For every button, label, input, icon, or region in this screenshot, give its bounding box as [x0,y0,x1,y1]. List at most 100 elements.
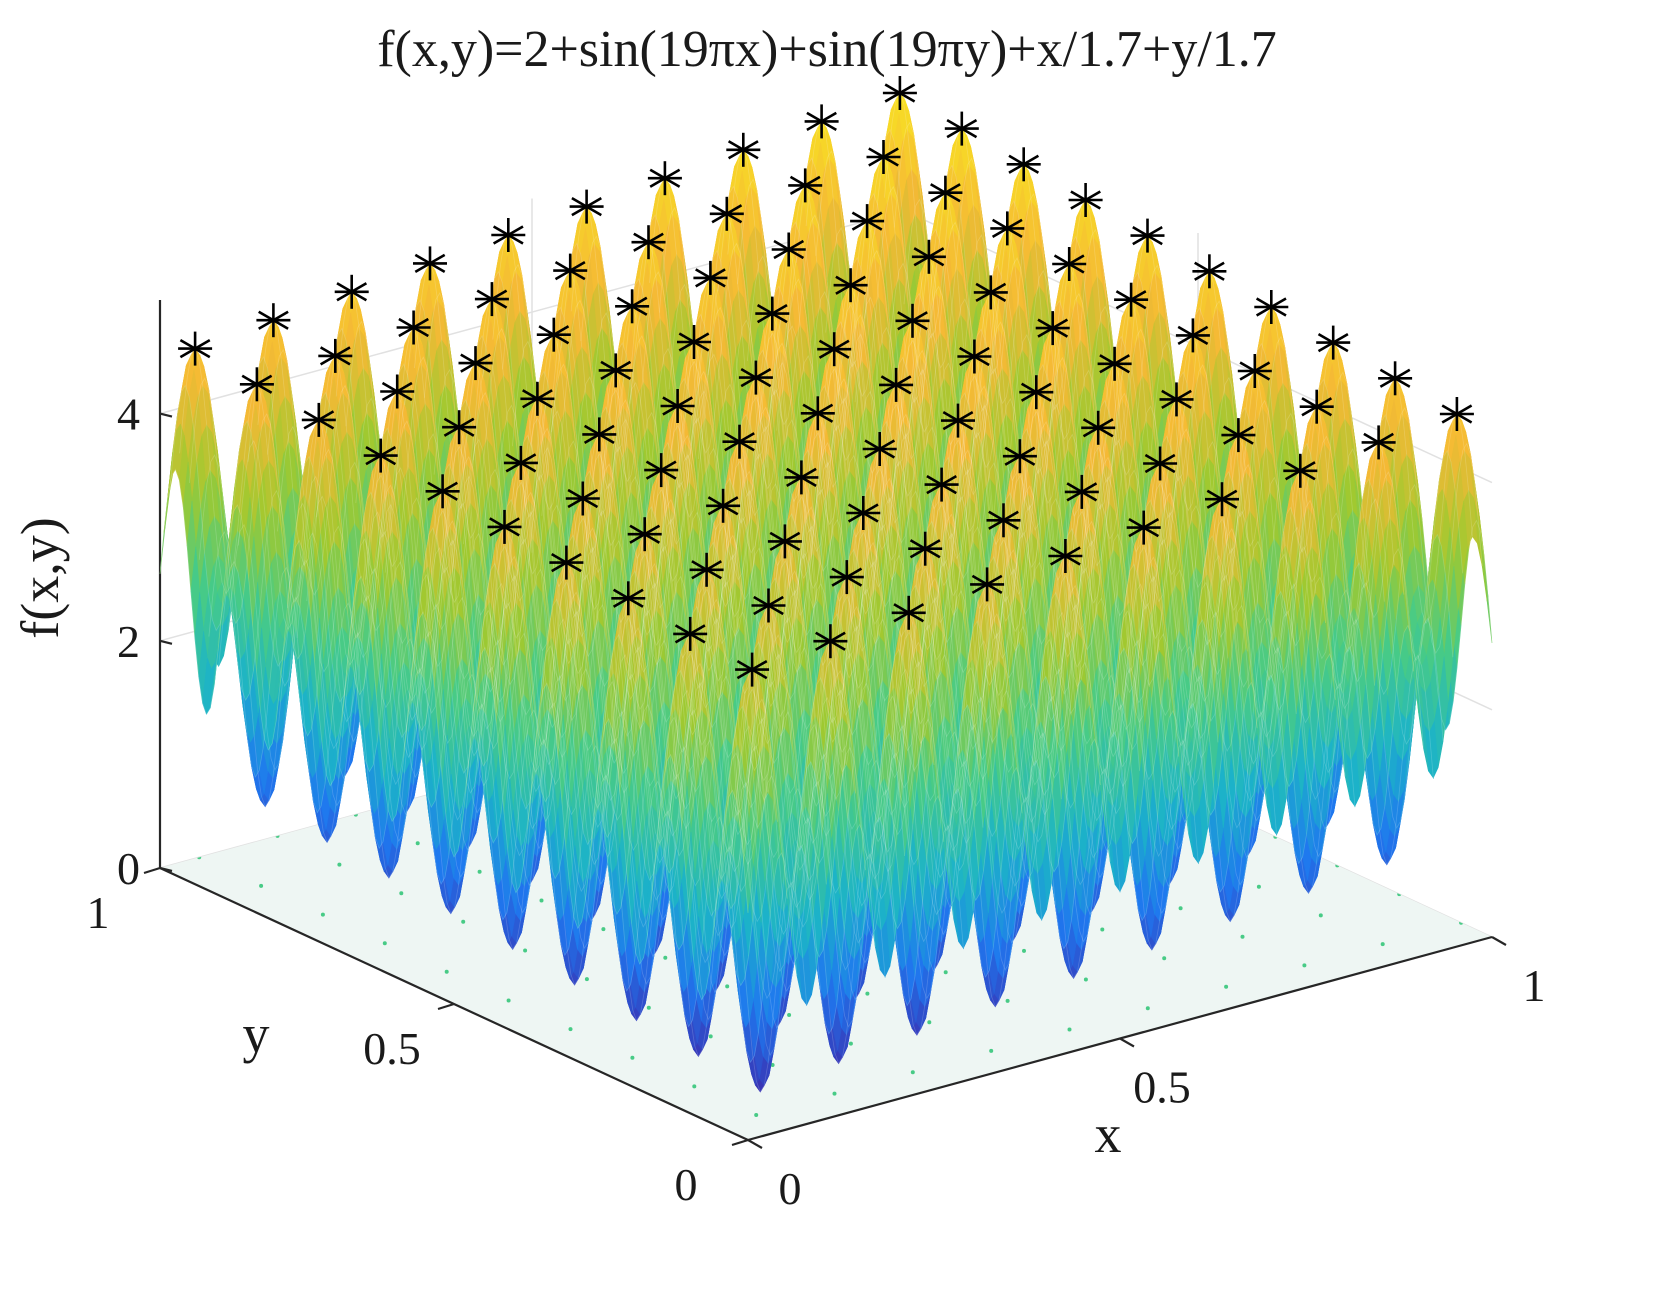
contour-ring [328,875,342,880]
contour-ring [613,1093,627,1098]
contour-ring [884,1104,918,1116]
contour-ring [801,1064,815,1069]
contour-ring [555,1037,578,1045]
contour-ring [659,1029,693,1041]
contour-ring [1359,977,1382,985]
contour-ring [678,1095,701,1103]
contour-ring [381,959,443,981]
contour-cell [878,1074,940,1096]
contour-ring [516,1048,539,1056]
contour-dot [663,955,668,960]
contour-ring [149,878,163,883]
contour-ring [279,882,313,894]
contour-ring [1458,908,1472,913]
contour-ring [524,1023,547,1031]
contour-ring [180,892,194,897]
contour-dot [943,970,948,975]
contour-ring [447,930,470,938]
contour-ring [217,853,251,865]
contour-ring [253,869,276,877]
contour-ring [271,907,305,919]
contour-cell [350,945,412,967]
contour-ring [737,1094,783,1111]
contour-ring [894,1107,908,1112]
contour-ring [1230,1005,1276,1022]
contour-ring [382,928,396,933]
contour-cell [721,1116,783,1138]
contour-ring [444,957,458,962]
contour-ring [324,873,347,881]
contour-ring [566,986,600,998]
contour-ring [434,953,468,965]
contour-dot [989,1048,994,1053]
contour-ring [372,925,406,937]
contour-ring [509,959,532,967]
contour-ring [482,977,544,999]
contour-ring [505,1016,567,1038]
contour-ring [630,1043,644,1048]
contour-ring [745,1125,759,1130]
contour-ring [265,877,327,899]
contour-ring [614,1009,676,1031]
contour-ring [815,1129,829,1134]
contour-ring [498,955,544,972]
contour-dot [1380,942,1385,947]
contour-ring [1285,1001,1299,1006]
contour-ring [815,1073,861,1090]
contour-ring [152,851,175,859]
contour-ring [639,1105,662,1113]
contour-dot [337,862,342,867]
contour-ring [620,1039,654,1051]
contour-ring [403,939,437,951]
contour-ring [450,903,484,915]
contour-ring [164,859,226,881]
contour-ring [535,971,569,983]
contour-ring [572,1075,606,1087]
contour-ring [552,981,614,1003]
contour-ring [855,1118,869,1123]
contour-ring [366,895,428,917]
contour-ring [800,1095,862,1117]
contour-ring [664,1030,687,1038]
contour-ring [625,1041,648,1049]
contour-ring [1422,892,1445,900]
contour-ring [681,1068,715,1080]
contour-ring [855,1062,901,1079]
contour-ring [690,1102,752,1124]
contour-ring [366,978,380,983]
contour-ring [457,993,491,1005]
contour-ring [276,909,299,917]
contour-ring [923,1093,957,1105]
contour-cell [243,837,305,859]
contour-ring [338,937,361,945]
contour-ring [206,905,229,913]
contour-ring [560,1039,574,1044]
contour-ring [675,1121,689,1126]
contour-ring [902,1082,916,1087]
contour-ring [1034,1059,1080,1076]
contour-ring [1442,902,1488,919]
contour-ring [776,1084,822,1101]
contour-ring [359,889,373,894]
contour-ring [699,1077,761,1099]
contour-ring [428,923,490,945]
contour-ring [704,1107,738,1119]
contour-ring [186,839,220,851]
contour-ring [768,1109,814,1126]
contour-ring [348,798,371,806]
chart-title: f(x,y)=2+sin(19πx)+sin(19πy)+x/1.7+y/1.7 [377,21,1277,78]
contour-ring [567,1045,629,1067]
contour-ring [203,848,265,870]
contour-ring [141,847,187,864]
contour-ring [636,1076,682,1093]
contour-ring [1364,979,1378,984]
contour-ring [861,1064,895,1076]
contour-dot [1302,963,1307,968]
contour-ring [613,1037,659,1054]
contour-ring [318,871,352,883]
contour-dot [1067,1027,1072,1032]
contour-cell [552,981,614,1003]
contour-ring [514,961,528,966]
contour-ring [490,980,536,997]
contour-dot [1240,934,1245,939]
